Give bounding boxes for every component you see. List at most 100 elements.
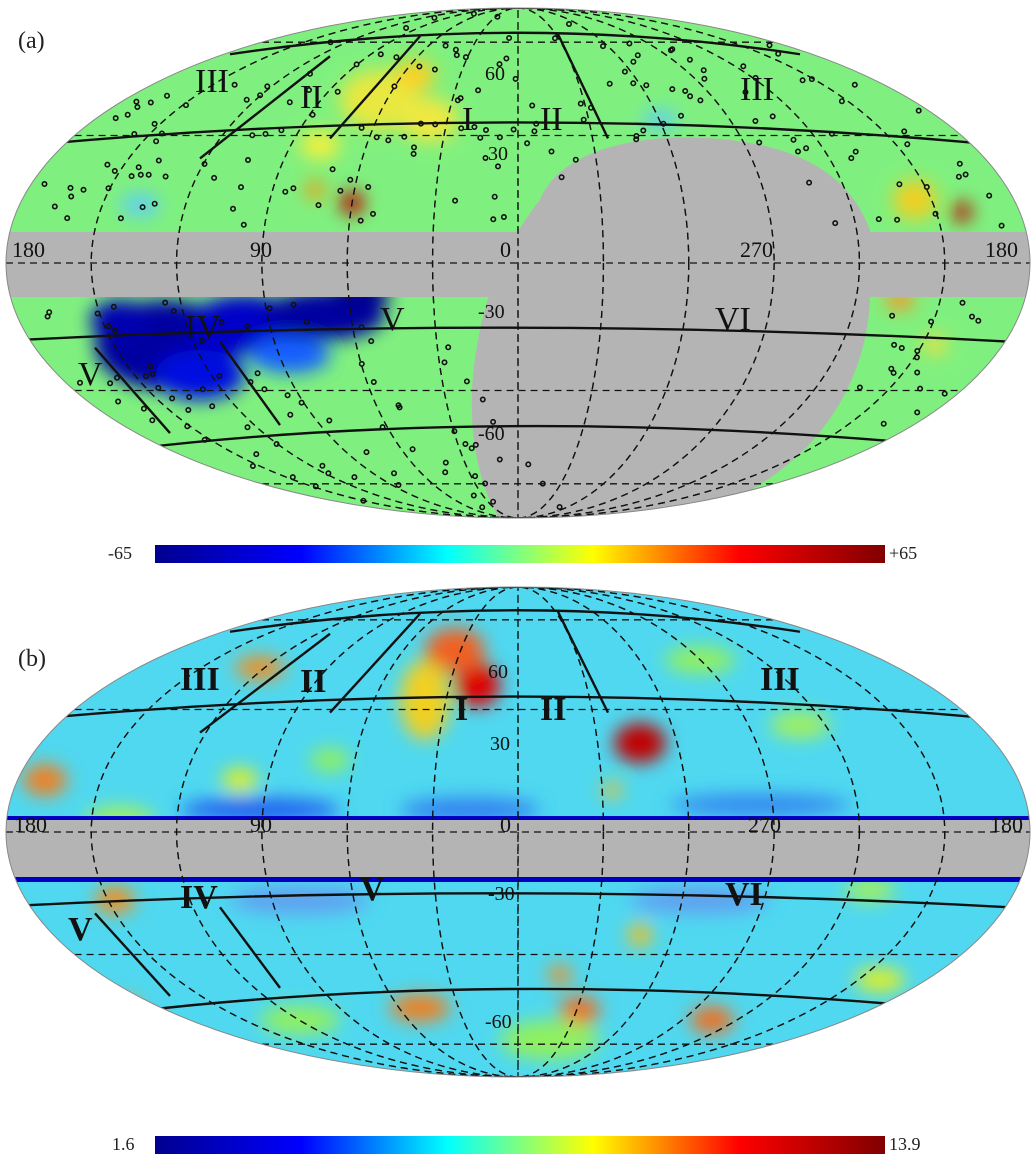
source-marker (524, 140, 531, 147)
source-marker (151, 200, 158, 207)
longitude-label: 180 (985, 237, 1018, 262)
source-marker (700, 67, 707, 74)
source-marker (244, 322, 251, 329)
map-outline (5, 586, 1031, 1078)
source-marker (140, 405, 147, 412)
source-marker (769, 113, 776, 120)
source-marker (306, 70, 313, 77)
source-marker (401, 133, 408, 140)
source-marker (462, 440, 469, 447)
source-marker (329, 166, 336, 173)
source-marker (290, 301, 297, 308)
source-marker (358, 360, 365, 367)
intensity-blob (670, 795, 850, 815)
intensity-blob (155, 350, 245, 400)
region-label: III (740, 71, 774, 108)
source-marker (416, 63, 423, 70)
source-marker (112, 115, 119, 122)
source-marker (956, 160, 963, 167)
source-marker (134, 104, 141, 111)
intensity-blob (90, 300, 150, 340)
source-marker (395, 481, 402, 488)
sky-map-panel-a: 180 90 0 270 180 60 30 -30 -60 III II I II III IV V V VI … (5, 7, 1031, 563)
region-boundary (229, 31, 801, 56)
source-marker (494, 163, 501, 170)
source-marker (740, 63, 747, 70)
source-marker (525, 461, 532, 468)
source-marker (898, 344, 905, 351)
source-marker (68, 193, 75, 200)
source-marker (914, 409, 921, 416)
region-label: V (78, 356, 103, 393)
source-marker (337, 187, 344, 194)
source-marker (155, 157, 162, 164)
colorbar-max-label-a: +65 (889, 543, 918, 563)
source-marker (325, 470, 332, 477)
source-marker (548, 148, 555, 155)
source-marker (441, 359, 448, 366)
longitude-label: 0 (500, 237, 511, 262)
source-marker (169, 395, 176, 402)
intensity-blob (310, 748, 350, 772)
source-marker (687, 93, 694, 100)
region-label: IV (185, 309, 221, 346)
source-marker (105, 323, 112, 330)
colorbar-a (155, 545, 885, 563)
region-label: I (455, 691, 468, 728)
source-marker (155, 384, 162, 391)
source-marker (104, 161, 111, 168)
region-label: II (540, 101, 563, 138)
source-marker (149, 370, 156, 377)
region-boundary (94, 346, 171, 434)
source-marker (587, 104, 594, 111)
source-marker (358, 124, 365, 131)
source-marker (417, 120, 424, 127)
source-marker (551, 35, 558, 42)
source-marker (914, 347, 921, 354)
source-marker (368, 338, 375, 345)
source-marker (164, 92, 171, 99)
colorbar-max-label-b: 13.9 (889, 1134, 921, 1154)
source-marker (298, 399, 305, 406)
source-marker (896, 181, 903, 188)
source-marker (403, 24, 410, 31)
source-marker (633, 133, 640, 140)
latitude-label: 30 (490, 733, 510, 755)
source-marker (114, 374, 121, 381)
source-marker (111, 168, 118, 175)
source-marker (482, 480, 489, 487)
source-marker (470, 10, 477, 17)
region-label: III (760, 661, 800, 698)
region-boundary (129, 987, 981, 1014)
source-marker (139, 204, 146, 211)
source-marker (94, 310, 101, 317)
intensity-blob (560, 996, 600, 1024)
plane-edge-low (6, 877, 1030, 882)
intensity-blob (402, 98, 458, 142)
source-marker (803, 145, 810, 152)
source-marker (472, 441, 479, 448)
source-marker (262, 130, 269, 137)
intensity-blob (690, 1006, 734, 1034)
plane-edge-low (6, 816, 1030, 820)
colorbar-b (155, 1136, 885, 1154)
source-marker (249, 462, 256, 469)
intensity-blob (602, 782, 622, 798)
source-marker (261, 386, 268, 393)
intensity-blob (425, 628, 485, 672)
source-marker (334, 88, 341, 95)
source-marker (506, 34, 513, 41)
source-marker (216, 372, 223, 379)
intensity-blob (400, 660, 450, 740)
source-marker (454, 97, 461, 104)
source-marker (962, 171, 969, 178)
source-marker (572, 156, 579, 163)
source-marker (621, 68, 628, 75)
source-marker (539, 480, 546, 487)
meridian-line (346, 587, 690, 1077)
source-marker (975, 317, 982, 324)
source-marker (147, 99, 154, 106)
source-marker (442, 42, 449, 49)
source-marker (51, 203, 58, 210)
